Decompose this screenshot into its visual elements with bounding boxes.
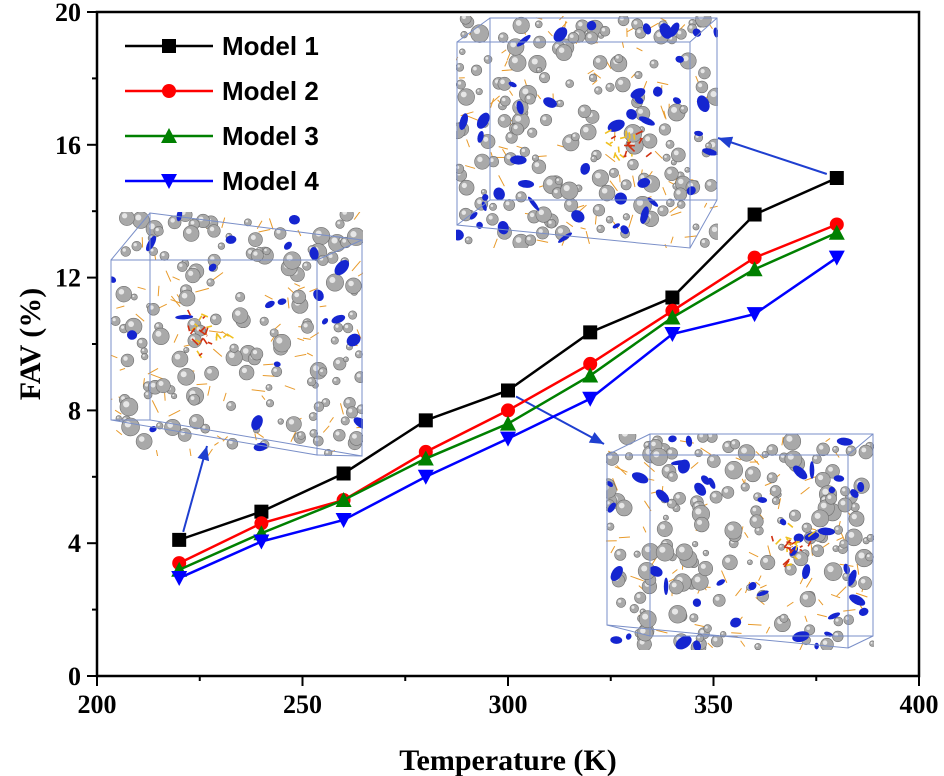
data-point (664, 327, 681, 343)
data-point (829, 171, 844, 185)
legend-marker (161, 174, 177, 189)
inset-arrows (182, 136, 828, 533)
data-point (582, 391, 599, 407)
legend-item: Model 4 (125, 166, 319, 196)
data-point (336, 466, 351, 481)
inset-high-temperature-frame (456, 17, 718, 249)
data-point (583, 356, 598, 371)
series-model-1 (172, 171, 844, 547)
y-axis-title: FAV (%) (14, 288, 47, 401)
data-point (664, 309, 681, 325)
data-point (171, 571, 188, 587)
x-tick-label: 400 (900, 690, 939, 719)
x-axis-title: Temperature (K) (399, 744, 616, 776)
data-point (418, 413, 433, 428)
inset-arrow-low-temperature (182, 445, 210, 533)
data-point (500, 431, 516, 447)
y-tick-label: 8 (68, 396, 81, 425)
data-point (747, 207, 762, 222)
axes: 200 250 300 350 400 0 4 8 12 16 20 Temperature (K) F… (14, 0, 939, 776)
legend-item: Model 1 (125, 31, 319, 61)
series-model-4 (171, 250, 845, 587)
data-point (747, 250, 762, 265)
data-point (829, 217, 844, 232)
legend-marker (161, 128, 177, 143)
data-point (500, 415, 516, 431)
y-tick-label: 20 (55, 0, 81, 27)
plot-frame (95, 10, 921, 678)
y-tick-label: 16 (55, 131, 81, 160)
data-point (254, 504, 269, 519)
data-point (254, 516, 269, 531)
inset-low-temperature (111, 212, 363, 456)
data-point (828, 250, 845, 266)
inset-mid-temperature (606, 434, 874, 650)
y-tick-label: 0 (68, 662, 81, 691)
y-tick-label: 12 (55, 264, 81, 293)
data-point (501, 383, 515, 398)
data-point (582, 367, 599, 383)
legend-label: Model 4 (222, 166, 319, 196)
data-point (335, 492, 352, 508)
data-point (172, 532, 187, 547)
inset-arrow-mid-temperature (515, 395, 605, 445)
data-point (583, 325, 598, 340)
series-layer (171, 171, 845, 587)
data-point (746, 307, 763, 323)
legend-label: Model 3 (222, 121, 319, 151)
legend-marker (162, 84, 176, 98)
inset-mid-temperature-frame (606, 433, 874, 649)
legend-marker (162, 39, 176, 53)
x-tick-label: 350 (694, 690, 733, 719)
data-point (335, 512, 352, 528)
data-point (501, 403, 515, 418)
inset-low-temperature-frame (110, 212, 363, 457)
inset-high-temperature (456, 16, 718, 248)
y-tick-label: 4 (68, 529, 81, 558)
legend-item: Model 2 (125, 76, 319, 106)
x-tick-label: 250 (283, 690, 322, 719)
data-point (828, 224, 845, 240)
x-tick-label: 300 (489, 690, 528, 719)
data-point (417, 469, 434, 485)
legend-item: Model 3 (125, 121, 319, 151)
inset-arrow-high-temperature (717, 136, 828, 175)
legend-label: Model 2 (222, 76, 319, 106)
x-tick-label: 200 (78, 690, 117, 719)
legend: Model 1 Model 2 Model 3 Model 4 (125, 31, 319, 196)
data-point (665, 290, 680, 305)
inset-layer (110, 16, 874, 650)
data-point (417, 450, 434, 466)
legend-label: Model 1 (222, 31, 319, 61)
data-point (746, 261, 763, 277)
data-point (253, 534, 270, 550)
